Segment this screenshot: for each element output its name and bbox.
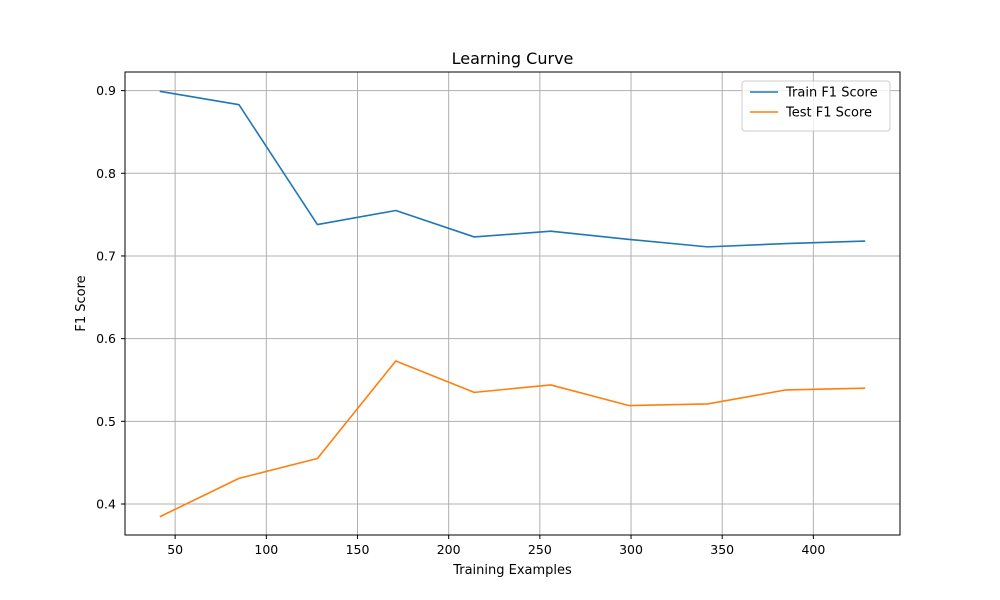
x-tick-label: 400: [801, 542, 825, 557]
x-tick-label: 350: [710, 542, 734, 557]
x-tick-label: 250: [528, 542, 552, 557]
y-tick-label: 0.6: [96, 331, 116, 346]
x-tick-label: 300: [619, 542, 643, 557]
x-tick-label: 200: [437, 542, 461, 557]
series-line-test: [159, 360, 866, 518]
chart-title: Learning Curve: [452, 49, 574, 68]
legend-label-test: Test F1 Score: [785, 106, 872, 121]
y-tick-label: 0.5: [96, 414, 116, 429]
legend-box: [741, 80, 891, 132]
legend: Train F1 Score Test F1 Score: [741, 80, 891, 132]
y-axis-label: F1 Score: [74, 275, 89, 331]
y-tick-label: 0.8: [96, 166, 116, 181]
x-tick-label: 100: [254, 542, 278, 557]
x-axis-label: Training Examples: [452, 563, 572, 578]
y-tick-label: 0.4: [96, 496, 116, 511]
y-tick-label: 0.9: [96, 83, 116, 98]
legend-label-train: Train F1 Score: [785, 86, 878, 101]
grid: [125, 72, 900, 535]
series-line-train: [159, 90, 866, 248]
plot-area-frame: [124, 71, 901, 536]
x-axis-ticks: 50 100 150 200 250 300 350 400: [167, 535, 825, 557]
y-axis-ticks: 0.4 0.5 0.6 0.7 0.8 0.9: [96, 83, 125, 511]
y-tick-label: 0.7: [96, 248, 116, 263]
x-tick-label: 150: [346, 542, 370, 557]
x-tick-label: 50: [167, 542, 183, 557]
series-lines: [159, 90, 866, 518]
